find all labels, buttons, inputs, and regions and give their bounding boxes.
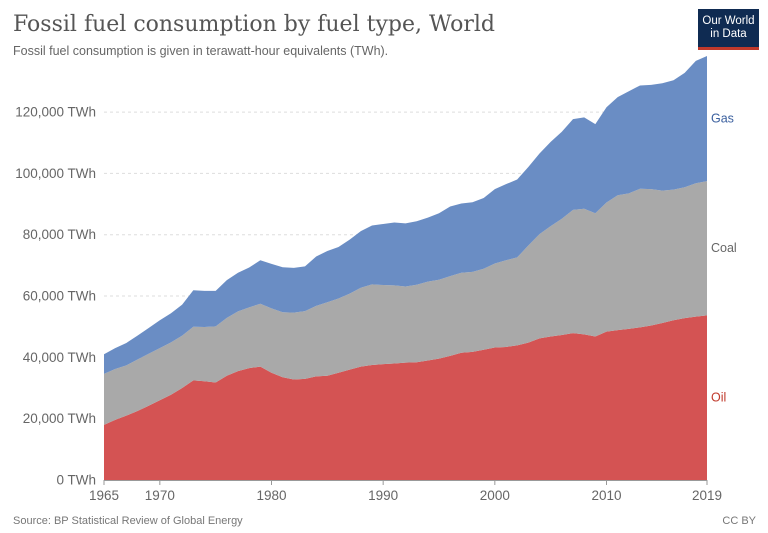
y-tick-label: 0 TWh [56,473,96,488]
area-series-oil [104,315,707,480]
y-tick-label: 40,000 TWh [23,350,96,365]
axes: 0 TWh 20,000 TWh 40,000 TWh 60,000 TWh 80,00… [15,105,722,503]
chart-subtitle: Fossil fuel consumption is given in tera… [13,44,389,58]
y-tick-label: 60,000 TWh [23,289,96,304]
series-label-gas: Gas [711,112,734,126]
license-link[interactable]: CC BY [722,515,756,527]
x-tick-label: 2010 [591,488,621,503]
logo-text: Our World in Data [702,15,755,40]
x-tick-label: 1970 [145,488,175,503]
x-tick-label: 1990 [368,488,398,503]
x-tick-label: 2000 [480,488,510,503]
y-tick-label: 80,000 TWh [23,227,96,242]
area-series-gas [104,56,707,374]
area-series-group [104,56,707,480]
source-note: Source: BP Statistical Review of Global … [13,515,243,527]
chart-title: Fossil fuel consumption by fuel type, Wo… [13,12,495,37]
area-series-coal [104,181,707,425]
series-labels: Oil Coal Gas [711,112,737,405]
x-tick-label: 1965 [89,488,119,503]
x-tick-label: 1980 [256,488,286,503]
series-label-coal: Coal [711,241,737,255]
x-tick-label: 2019 [692,488,722,503]
series-label-oil: Oil [711,391,726,405]
y-tick-label: 20,000 TWh [23,411,96,426]
owid-logo[interactable]: Our World in Data [698,9,759,50]
y-tick-label: 100,000 TWh [15,166,96,181]
y-tick-label: 120,000 TWh [15,105,96,120]
